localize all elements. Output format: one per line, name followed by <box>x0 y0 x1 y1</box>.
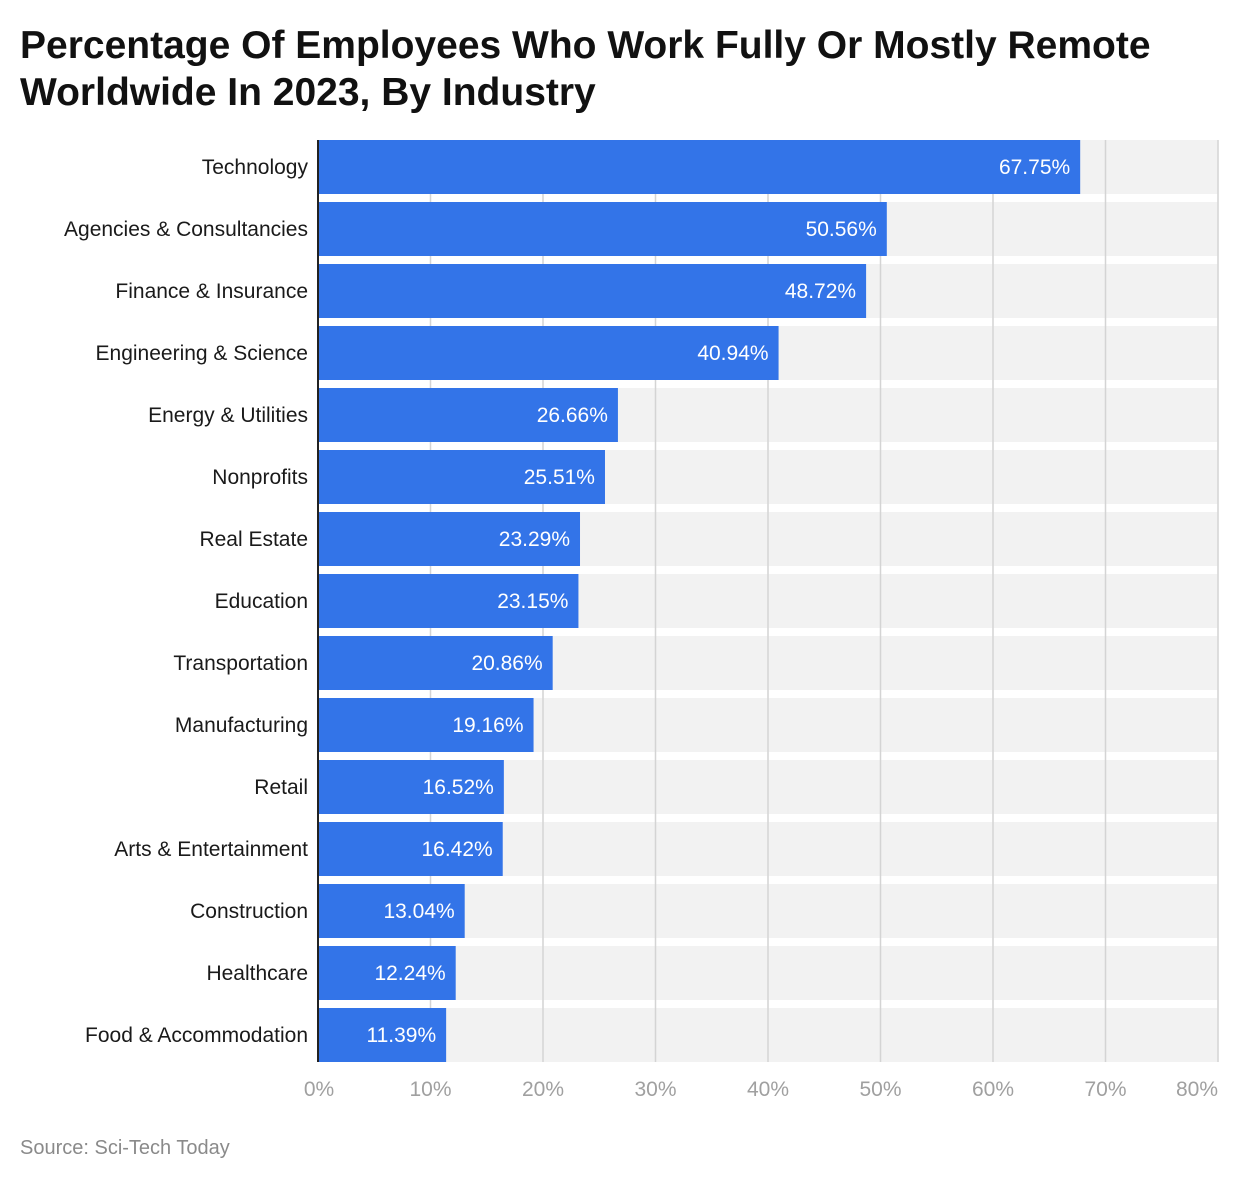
value-label: 11.39% <box>366 1024 436 1047</box>
bar <box>318 636 553 690</box>
bar <box>318 1008 447 1062</box>
value-label: 67.75% <box>999 156 1070 179</box>
category-label: Real Estate <box>199 528 308 551</box>
category-label: Healthcare <box>206 962 308 985</box>
bar <box>318 140 1081 194</box>
category-label: Nonprofits <box>212 466 308 489</box>
category-label: Arts & Entertainment <box>114 838 308 861</box>
value-label: 23.15% <box>497 590 568 613</box>
bar <box>318 202 887 256</box>
category-label: Energy & Utilities <box>148 404 308 427</box>
bar <box>318 326 779 380</box>
x-tick-label: 0% <box>304 1078 334 1101</box>
value-label: 12.24% <box>374 962 445 985</box>
bar <box>318 450 605 504</box>
x-tick-label: 20% <box>522 1078 564 1101</box>
bar <box>318 760 504 814</box>
value-label: 16.52% <box>423 776 494 799</box>
bar <box>318 698 534 752</box>
value-label: 19.16% <box>452 714 523 737</box>
value-label: 25.51% <box>524 466 595 489</box>
bar <box>318 512 581 566</box>
category-label: Education <box>215 590 308 613</box>
value-label: 48.72% <box>785 280 856 303</box>
category-label: Agencies & Consultancies <box>64 218 308 241</box>
value-label: 13.04% <box>383 900 454 923</box>
x-tick-labels: 0% 10% 20% 30% 40% 50% 60% 70% 80% <box>304 1078 1218 1101</box>
category-label: Food & Accommodation <box>85 1024 308 1047</box>
x-tick-label: 10% <box>409 1078 451 1101</box>
category-label: Finance & Insurance <box>115 280 308 303</box>
category-label: Retail <box>254 776 308 799</box>
value-label: 50.56% <box>806 218 877 241</box>
x-tick-label: 50% <box>859 1078 901 1101</box>
bar <box>318 388 618 442</box>
bar <box>318 884 465 938</box>
bar <box>318 822 503 876</box>
category-labels: Technology Agencies & Consultancies Financ… <box>64 156 308 1047</box>
value-labels: 67.75% 50.56% 48.72% 40.94% 26.66% 25.51% 23.2… <box>366 156 1070 1047</box>
chart-title: Percentage Of Employees Who Work Fully O… <box>20 24 1151 114</box>
x-tick-label: 30% <box>634 1078 676 1101</box>
value-label: 23.29% <box>499 528 570 551</box>
bars <box>318 140 1081 1062</box>
bar <box>318 264 867 318</box>
x-tick-label: 40% <box>747 1078 789 1101</box>
x-tick-label: 60% <box>972 1078 1014 1101</box>
x-tick-label: 80% <box>1176 1078 1218 1101</box>
category-label: Engineering & Science <box>96 342 308 365</box>
category-label: Construction <box>190 900 308 923</box>
source-note: Source: Sci-Tech Today <box>20 1137 230 1159</box>
value-label: 26.66% <box>537 404 608 427</box>
x-tick-label: 70% <box>1084 1078 1126 1101</box>
bar <box>318 946 456 1000</box>
value-label: 20.86% <box>471 652 542 675</box>
bar <box>318 574 579 628</box>
value-label: 16.42% <box>421 838 492 861</box>
category-label: Manufacturing <box>175 714 308 737</box>
value-label: 40.94% <box>697 342 768 365</box>
category-label: Transportation <box>173 652 308 675</box>
category-label: Technology <box>202 156 309 179</box>
